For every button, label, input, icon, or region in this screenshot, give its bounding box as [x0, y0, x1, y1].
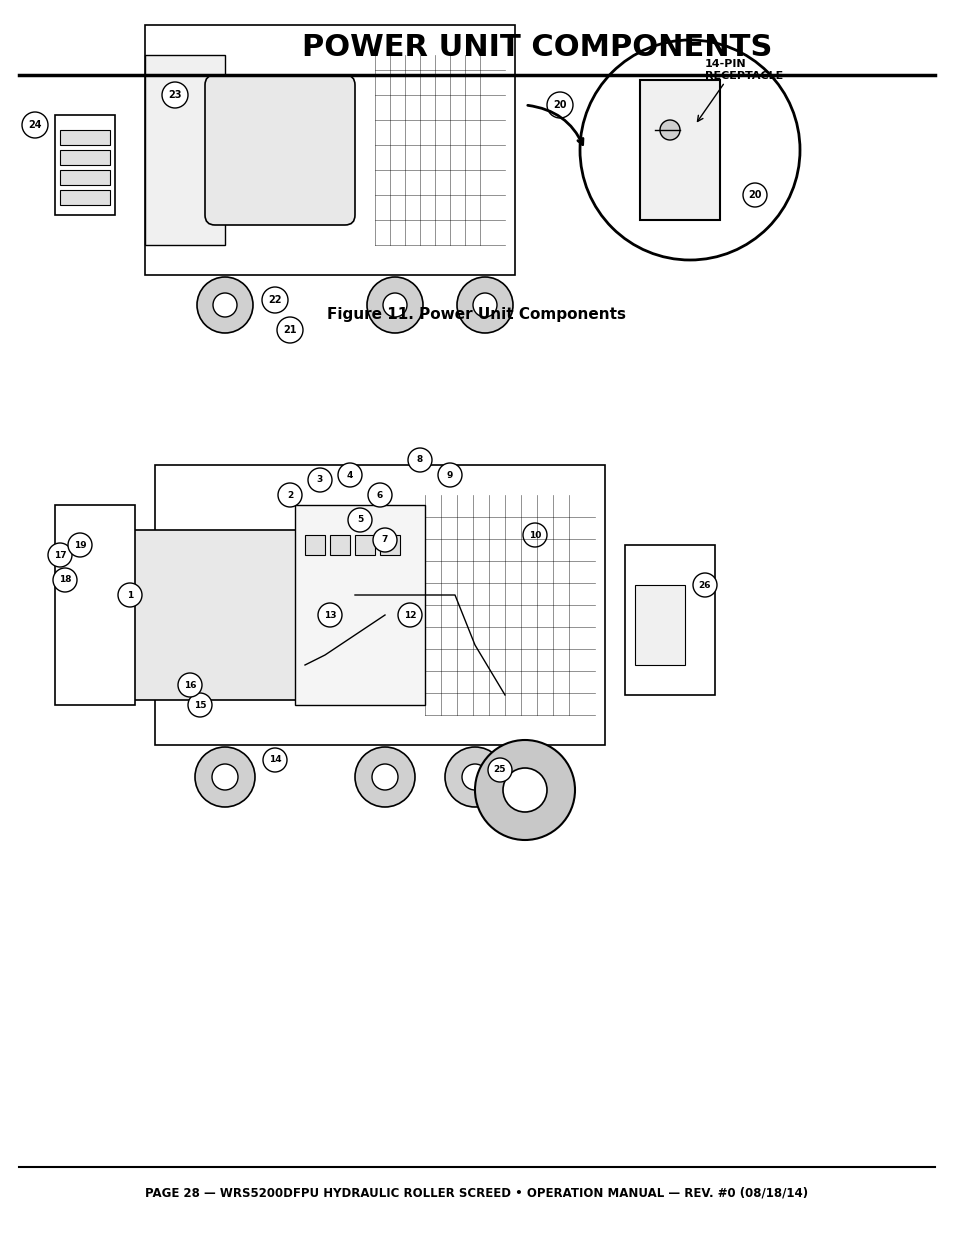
Text: 2: 2: [287, 490, 293, 499]
Text: 23: 23: [168, 90, 182, 100]
Circle shape: [196, 277, 253, 333]
Text: 15: 15: [193, 700, 206, 709]
Circle shape: [488, 758, 512, 782]
FancyBboxPatch shape: [379, 535, 399, 555]
FancyBboxPatch shape: [154, 466, 604, 745]
FancyBboxPatch shape: [294, 505, 424, 705]
Circle shape: [337, 463, 361, 487]
Text: 7: 7: [381, 536, 388, 545]
FancyBboxPatch shape: [330, 535, 350, 555]
Text: 4: 4: [347, 471, 353, 479]
Circle shape: [444, 747, 504, 806]
Circle shape: [277, 483, 302, 508]
Text: 14: 14: [269, 756, 281, 764]
Circle shape: [348, 508, 372, 532]
Text: 18: 18: [59, 576, 71, 584]
FancyBboxPatch shape: [639, 80, 720, 220]
Circle shape: [408, 448, 432, 472]
Circle shape: [382, 293, 407, 317]
Text: 17: 17: [53, 551, 67, 559]
Circle shape: [397, 603, 421, 627]
Text: 25: 25: [494, 766, 506, 774]
Text: 3: 3: [316, 475, 323, 484]
Circle shape: [372, 764, 397, 790]
Circle shape: [579, 40, 800, 261]
Circle shape: [308, 468, 332, 492]
FancyBboxPatch shape: [55, 505, 135, 705]
FancyBboxPatch shape: [55, 115, 115, 215]
Text: 16: 16: [184, 680, 196, 689]
Text: 26: 26: [698, 580, 711, 589]
Circle shape: [162, 82, 188, 107]
Circle shape: [437, 463, 461, 487]
FancyBboxPatch shape: [205, 75, 355, 225]
Text: 20: 20: [553, 100, 566, 110]
Circle shape: [659, 120, 679, 140]
Circle shape: [262, 287, 288, 312]
Text: 1: 1: [127, 590, 133, 599]
Circle shape: [53, 568, 77, 592]
Circle shape: [22, 112, 48, 138]
Circle shape: [188, 693, 212, 718]
Circle shape: [355, 747, 415, 806]
Circle shape: [502, 768, 546, 811]
Circle shape: [276, 317, 303, 343]
Text: 5: 5: [356, 515, 363, 525]
Circle shape: [48, 543, 71, 567]
Circle shape: [522, 522, 546, 547]
Circle shape: [475, 740, 575, 840]
Text: 6: 6: [376, 490, 383, 499]
Circle shape: [742, 183, 766, 207]
FancyBboxPatch shape: [60, 190, 110, 205]
FancyBboxPatch shape: [60, 170, 110, 185]
Circle shape: [212, 764, 237, 790]
Text: 21: 21: [283, 325, 296, 335]
Circle shape: [68, 534, 91, 557]
Text: Figure 11. Power Unit Components: Figure 11. Power Unit Components: [327, 308, 626, 322]
Text: POWER UNIT COMPONENTS: POWER UNIT COMPONENTS: [301, 33, 771, 63]
FancyBboxPatch shape: [624, 545, 714, 695]
FancyBboxPatch shape: [635, 585, 684, 664]
FancyBboxPatch shape: [120, 530, 310, 700]
Circle shape: [178, 673, 202, 697]
Circle shape: [263, 748, 287, 772]
Circle shape: [473, 293, 497, 317]
Circle shape: [456, 277, 513, 333]
Text: 14-PIN
RECEPTACLE: 14-PIN RECEPTACLE: [704, 59, 782, 80]
Text: 8: 8: [416, 456, 423, 464]
Circle shape: [546, 91, 573, 119]
Circle shape: [692, 573, 717, 597]
FancyBboxPatch shape: [355, 535, 375, 555]
Text: 9: 9: [446, 471, 453, 479]
Text: 24: 24: [29, 120, 42, 130]
Text: 22: 22: [268, 295, 281, 305]
Text: PAGE 28 — WRS5200DFPU HYDRAULIC ROLLER SCREED • OPERATION MANUAL — REV. #0 (08/1: PAGE 28 — WRS5200DFPU HYDRAULIC ROLLER S…: [145, 1187, 808, 1199]
Circle shape: [213, 293, 236, 317]
Text: 10: 10: [528, 531, 540, 540]
FancyBboxPatch shape: [60, 149, 110, 165]
Text: 19: 19: [73, 541, 86, 550]
Circle shape: [461, 764, 488, 790]
Circle shape: [194, 747, 254, 806]
Text: 20: 20: [747, 190, 760, 200]
Text: 12: 12: [403, 610, 416, 620]
Text: 13: 13: [323, 610, 335, 620]
FancyBboxPatch shape: [305, 535, 325, 555]
FancyBboxPatch shape: [145, 25, 515, 275]
Circle shape: [317, 603, 341, 627]
Circle shape: [118, 583, 142, 606]
FancyBboxPatch shape: [60, 130, 110, 144]
FancyBboxPatch shape: [145, 56, 225, 245]
Circle shape: [373, 529, 396, 552]
Circle shape: [368, 483, 392, 508]
Circle shape: [367, 277, 422, 333]
